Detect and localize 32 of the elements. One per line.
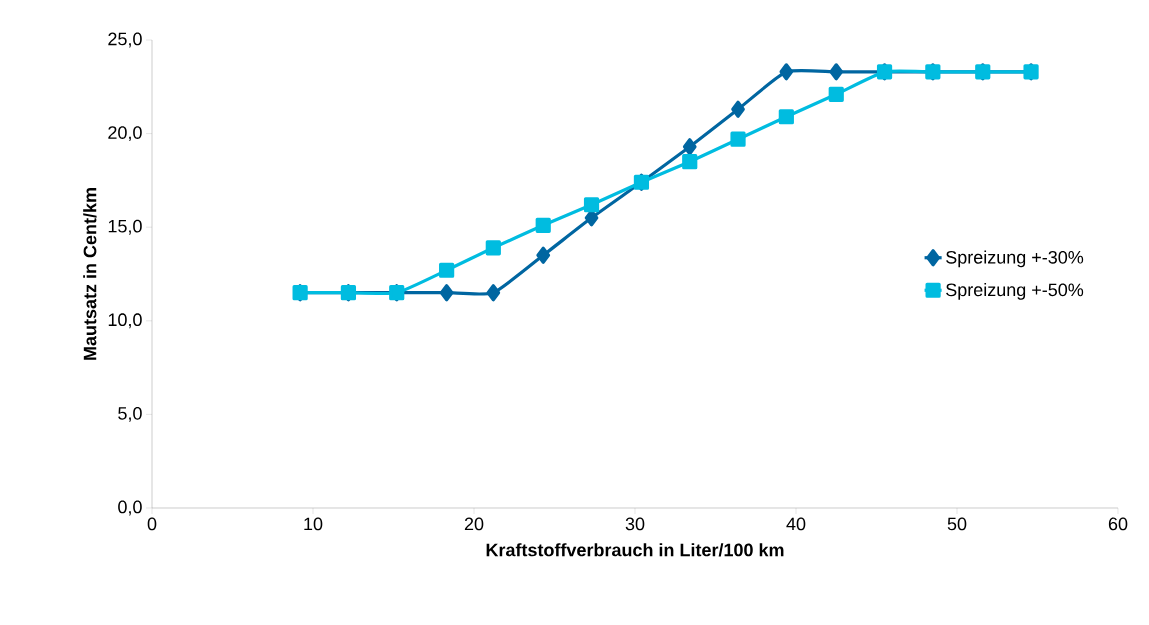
x-tick-label: 50 — [947, 517, 967, 531]
point — [730, 131, 746, 147]
point — [682, 138, 697, 156]
x-tick-label: 20 — [464, 517, 484, 531]
point — [536, 246, 551, 264]
point — [486, 284, 501, 302]
point — [778, 109, 794, 125]
point — [583, 197, 600, 213]
x-tick-label: 0 — [147, 517, 157, 531]
y-tick-label: 20,0 — [108, 126, 142, 142]
point — [779, 63, 794, 81]
point — [731, 100, 745, 118]
y-tick-label: 5,0 — [118, 406, 142, 422]
legend-label: Spreizung +-50% — [946, 283, 1084, 300]
point — [682, 154, 698, 170]
y-tick-label: 15,0 — [108, 219, 142, 235]
legend-label: Spreizung +-30% — [946, 250, 1084, 268]
y-axis-title: Mautsatz in Cent/km — [83, 188, 97, 360]
point — [829, 63, 844, 81]
y-tick-label: 10,0 — [108, 313, 142, 329]
x-axis-title: Kraftstoffverbrauch in Liter/100 km — [486, 543, 784, 557]
point — [828, 86, 844, 102]
y-tick-label: 25,0 — [108, 32, 142, 48]
x-tick-label: 60 — [1108, 517, 1128, 531]
point — [535, 217, 551, 233]
y-tick-label: 0,0 — [118, 500, 142, 516]
x-tick-label: 30 — [625, 517, 645, 531]
x-tick-label: 10 — [304, 517, 323, 531]
point — [439, 262, 455, 278]
point — [485, 240, 501, 256]
x-tick-label: 40 — [786, 517, 806, 531]
point — [439, 284, 454, 302]
